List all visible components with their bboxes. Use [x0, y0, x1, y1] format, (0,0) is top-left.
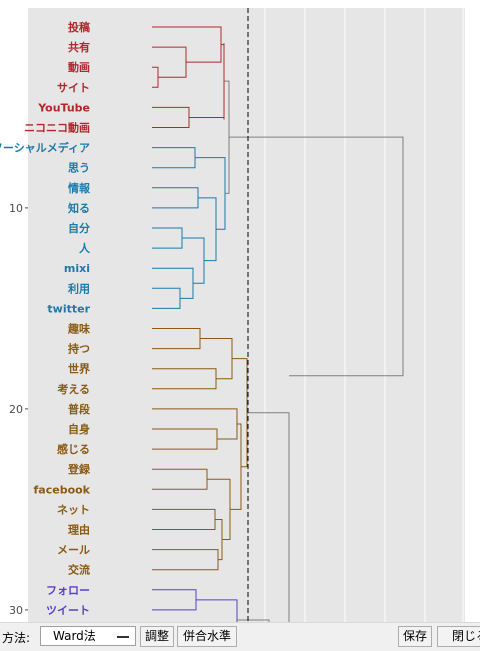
leaf-label: サイト: [57, 81, 90, 94]
leaf-label: twitter: [47, 302, 90, 315]
cluster-link: [196, 599, 238, 622]
leaf-label: 持つ: [68, 342, 90, 356]
leaf-label: facebook: [34, 483, 91, 496]
merge-link: [229, 136, 404, 377]
toolbar: 方法: Ward法 調整 併合水準 保存 閉じる: [0, 622, 480, 651]
leaf-label: mixi: [64, 262, 90, 275]
y-tick-label: 30: [9, 604, 23, 617]
leaf-label: ソーシャルメディア: [0, 141, 90, 155]
leaf-label: 思う: [68, 162, 90, 175]
leaf-label: 感じる: [57, 442, 90, 456]
leaf-label: 趣味: [67, 322, 90, 336]
leaf-label: 人: [79, 241, 91, 255]
leaf-label: 交流: [68, 563, 90, 577]
leaf-label: 登録: [67, 462, 91, 476]
leaf-label: 情報: [68, 181, 91, 195]
close-button[interactable]: 閉じる: [437, 626, 480, 647]
leaf-label: 自身: [68, 422, 90, 436]
leaf-label: フォロー: [46, 584, 90, 597]
leaf-label: YouTube: [37, 101, 90, 114]
leaf-label: 自分: [68, 221, 90, 235]
merge-level-button[interactable]: 併合水準: [177, 626, 237, 647]
save-button[interactable]: 保存: [398, 626, 432, 647]
leaf-label: 動画: [68, 60, 90, 74]
method-select[interactable]: Ward法: [40, 626, 136, 646]
leaf-label: 知る: [67, 201, 90, 215]
method-label: 方法:: [2, 631, 31, 645]
leaf-label: 考える: [57, 382, 90, 396]
leaf-label: 投稿: [68, 20, 90, 34]
y-tick-label: 10: [9, 202, 23, 215]
leaf-label: 普段: [68, 402, 90, 416]
plot-panel: [28, 8, 465, 622]
leaf-label: 利用: [68, 281, 90, 295]
leaf-label: ツイート: [46, 604, 90, 617]
leaf-label: 理由: [68, 523, 90, 537]
adjust-button[interactable]: 調整: [140, 626, 174, 647]
leaf-label: ニコニコ動画: [24, 121, 90, 135]
merge-link: [247, 412, 290, 622]
leaf-label: 世界: [68, 362, 90, 376]
leaf-label: ネット: [57, 503, 90, 516]
method-value: Ward法: [53, 629, 96, 643]
leaf-label: 共有: [68, 40, 90, 54]
y-tick-label: 20: [9, 403, 23, 416]
leaf-label: メール: [57, 544, 90, 557]
dropdown-arrow-icon: [117, 636, 129, 638]
